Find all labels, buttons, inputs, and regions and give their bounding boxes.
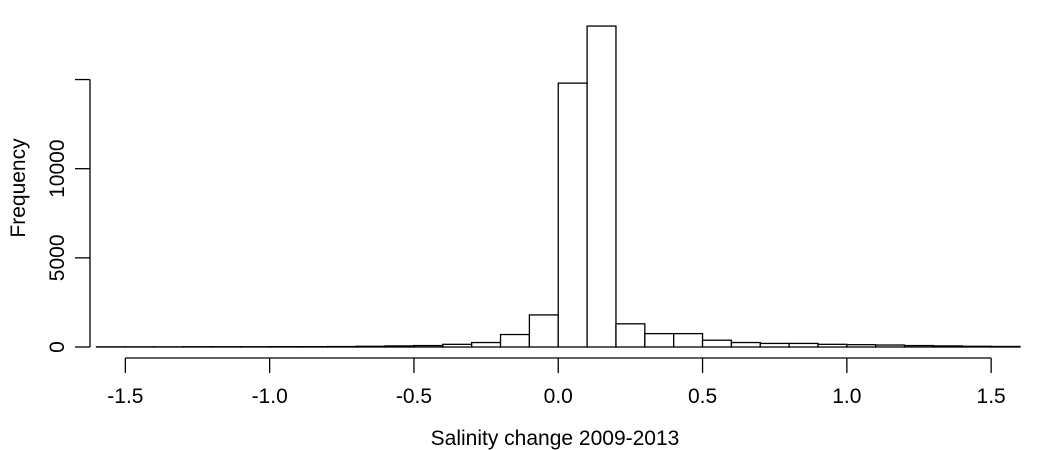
histogram-bar	[586, 25, 617, 348]
x-tick-label: 0.0	[544, 385, 573, 408]
histogram-bar	[528, 314, 559, 348]
x-tick-label: 1.5	[977, 385, 1006, 408]
y-axis-title: Frequency	[7, 138, 30, 238]
histogram-bar	[615, 323, 646, 348]
histogram-bar	[355, 345, 386, 348]
histogram-bar	[557, 82, 588, 348]
histogram-bar	[759, 342, 790, 348]
x-tick-label: -0.5	[396, 385, 432, 408]
histogram-bar	[846, 344, 877, 348]
histogram-bar	[644, 332, 675, 348]
y-tick-label: 5000	[46, 234, 69, 281]
histogram-bar	[499, 333, 531, 348]
histogram-bar	[384, 345, 415, 348]
histogram-bar	[961, 345, 992, 348]
histogram-bar	[875, 344, 906, 348]
y-tick-label: 10000	[46, 139, 69, 197]
x-tick-label: -1.0	[252, 385, 288, 408]
histogram-bar	[788, 342, 819, 348]
histogram-bar	[442, 343, 473, 348]
x-axis: -1.5 -1.0 -0.5 0.0 0.5 1.0 1.5	[107, 357, 1006, 408]
histogram-bar	[817, 343, 848, 348]
histogram-bar	[413, 344, 444, 348]
histogram-bar	[903, 344, 935, 348]
histogram-bars	[95, 25, 1021, 348]
histogram-bar	[932, 345, 963, 348]
histogram-bar	[990, 345, 1021, 348]
histogram-bar	[673, 332, 704, 348]
y-tick-label: 0	[46, 341, 69, 353]
histogram-bar	[471, 341, 502, 348]
x-tick-label: -1.5	[107, 385, 143, 408]
histogram-bar	[701, 339, 733, 348]
x-axis-title: Salinity change 2009-2013	[431, 427, 680, 450]
x-tick-label: 1.0	[832, 385, 861, 408]
y-axis: 0 5000 10000	[46, 78, 91, 353]
x-tick-label: 0.5	[688, 385, 717, 408]
histogram-bar	[730, 341, 761, 348]
